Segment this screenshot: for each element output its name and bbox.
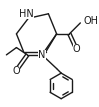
Text: N: N bbox=[38, 50, 46, 60]
Text: HN: HN bbox=[19, 9, 34, 19]
Text: O: O bbox=[73, 44, 80, 54]
Text: OH: OH bbox=[83, 16, 98, 26]
Text: O: O bbox=[13, 66, 20, 76]
